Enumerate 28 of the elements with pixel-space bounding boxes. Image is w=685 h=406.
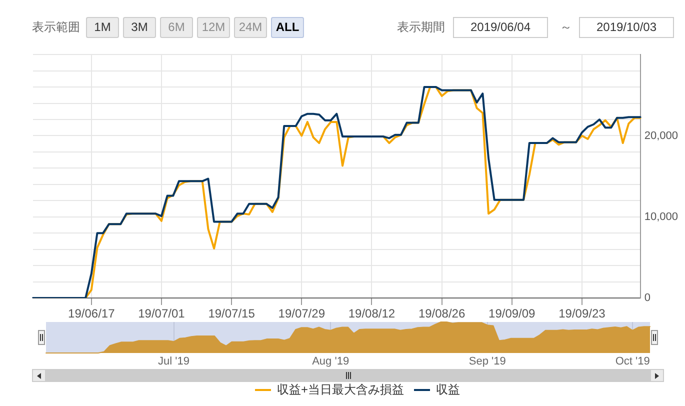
text: 表示範囲 — [32, 20, 80, 35]
x-tick-label: 19/06/17 — [68, 306, 116, 321]
x-tick-label: 19/07/01 — [138, 306, 186, 321]
range-button: 24M — [234, 17, 267, 38]
x-tick-label: 19/09/09 — [488, 306, 536, 321]
range-button: 12M — [197, 17, 230, 38]
x-tick-label: 19/08/12 — [348, 306, 396, 321]
range-button: 3M — [123, 17, 156, 38]
range-button: 6M — [160, 17, 193, 38]
y-tick-label: 10,000 — [644, 210, 678, 223]
y-tick-label: 20,000 — [644, 130, 678, 142]
date-field: 2019/10/03 — [579, 17, 674, 38]
x-tick-label: 19/07/15 — [208, 306, 256, 321]
text: 表示期間 — [397, 20, 445, 35]
x-tick-label: Sep '19 — [468, 356, 506, 368]
legend-label: 収益 — [436, 382, 460, 396]
x-tick-label: Aug '19 — [312, 356, 350, 368]
text: ～ — [560, 20, 572, 35]
x-tick-label: 19/07/29 — [278, 306, 326, 321]
x-tick-label: Oct '19 — [615, 356, 650, 368]
y-tick-label: 0 — [644, 292, 650, 304]
range-button: 1M — [86, 17, 119, 38]
x-tick-label: 19/08/26 — [418, 306, 466, 321]
x-tick-label: 19/09/23 — [558, 306, 606, 321]
legend-label: 収益+当日最大含み損益 — [276, 382, 404, 396]
range-button: ALL — [271, 17, 304, 38]
date-field: 2019/06/04 — [453, 17, 548, 38]
x-tick-label: Jul '19 — [158, 356, 190, 368]
